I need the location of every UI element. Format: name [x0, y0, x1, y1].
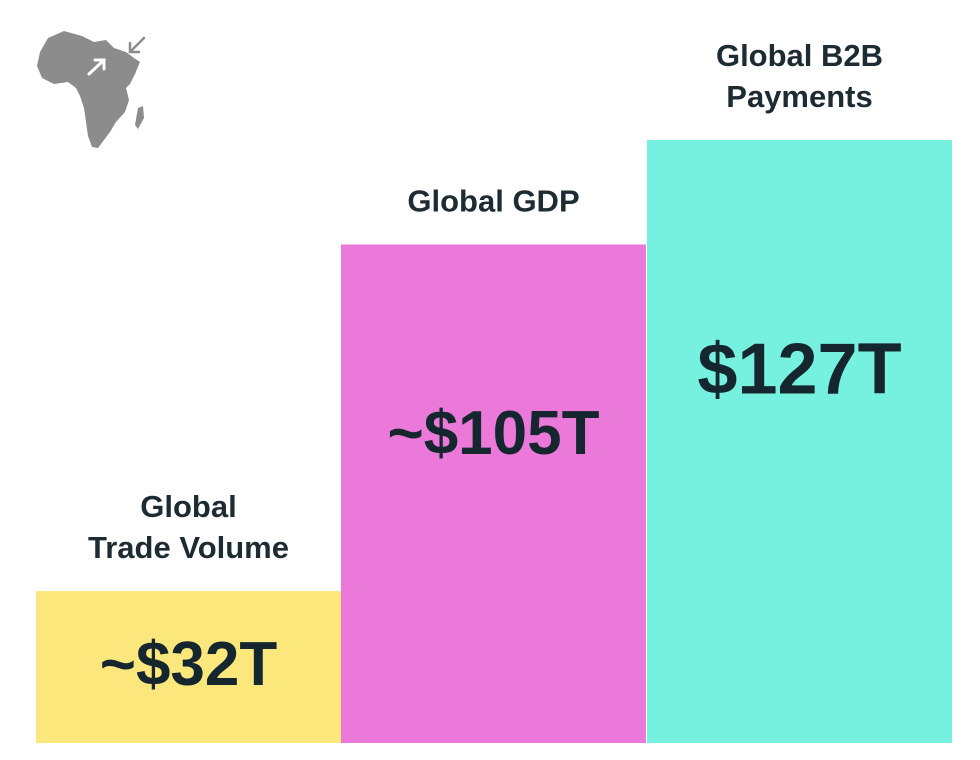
- arrow-out-icon: [87, 58, 106, 76]
- value-label-2: $127T: [697, 329, 901, 409]
- africa-shape: [37, 31, 140, 148]
- arrow-in-icon: [128, 36, 146, 54]
- value-label-0: ~$32T: [100, 630, 278, 699]
- category-label-0-1: Trade Volume: [88, 530, 289, 565]
- bar-0: [36, 591, 341, 743]
- madagascar-shape: [135, 106, 144, 129]
- value-label-1: ~$105T: [387, 399, 599, 468]
- category-label-1-0: Global GDP: [407, 183, 579, 218]
- bar-2: [647, 140, 952, 743]
- category-label-2-0: Global B2B: [716, 38, 883, 73]
- africa-map-icon: [37, 31, 146, 148]
- africa-logo: [34, 26, 158, 152]
- category-label-0-0: Global: [140, 489, 236, 524]
- bar-1: [341, 244, 646, 743]
- category-label-2-1: Payments: [726, 79, 872, 114]
